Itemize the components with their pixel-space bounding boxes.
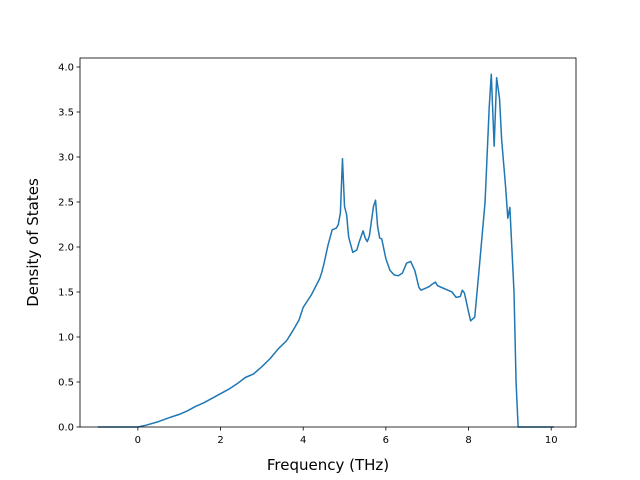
y-tick-label: 3.0 bbox=[58, 153, 74, 164]
x-axis-title: Frequency (THz) bbox=[267, 456, 389, 474]
y-tick-label: 1.0 bbox=[58, 333, 74, 344]
x-tick-label: 2 bbox=[217, 435, 223, 446]
plot-frame bbox=[79, 57, 577, 428]
y-tick-label: 4.0 bbox=[58, 63, 74, 74]
y-tick-label: 2.5 bbox=[58, 198, 74, 209]
y-axis-title: Density of States bbox=[24, 178, 42, 307]
x-tick-label: 0 bbox=[135, 435, 141, 446]
y-tick-label: 3.5 bbox=[58, 108, 74, 119]
y-tick-label: 1.5 bbox=[58, 288, 74, 299]
ticks-layer: 0 2 4 6 8 10 0.0 0.5 1.0 1.5 2.0 2.5 3.0 3.5 4.0 bbox=[58, 63, 557, 447]
y-tick-label: 0.0 bbox=[58, 423, 74, 434]
x-tick-label: 6 bbox=[383, 435, 389, 446]
series-layer bbox=[97, 73, 555, 428]
series-line-0 bbox=[97, 73, 555, 428]
x-tick-label: 8 bbox=[465, 435, 471, 446]
y-tick-label: 0.5 bbox=[58, 378, 74, 389]
x-tick-label: 4 bbox=[300, 435, 306, 446]
y-tick-label: 2.0 bbox=[58, 243, 74, 254]
x-tick-label: 10 bbox=[545, 435, 558, 446]
